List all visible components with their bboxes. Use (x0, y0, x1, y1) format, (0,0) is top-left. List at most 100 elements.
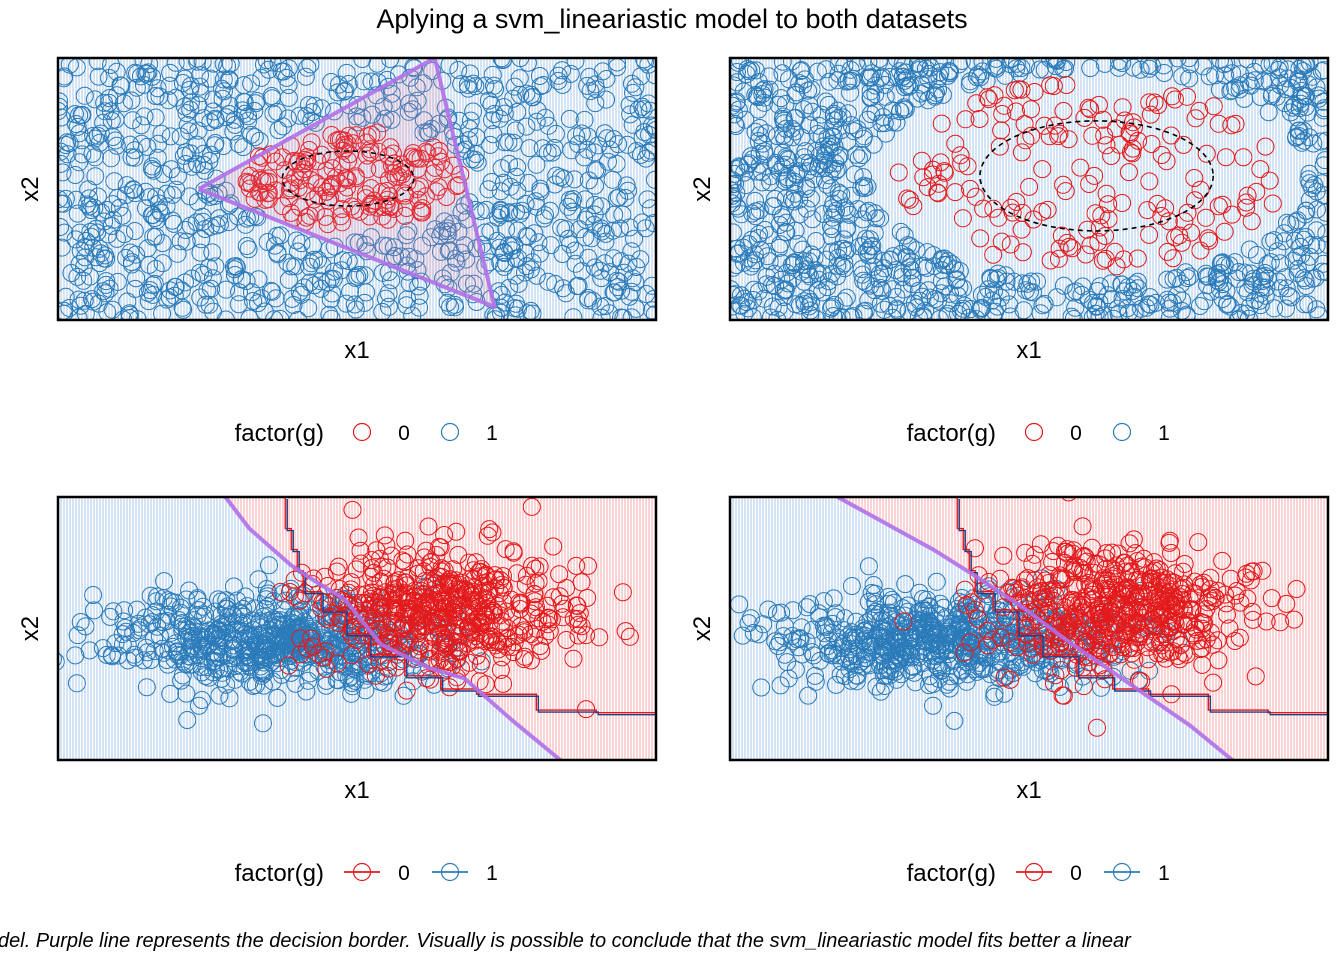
point-class-0 (1174, 643, 1193, 662)
point-class-1 (861, 230, 879, 249)
point-class-0 (379, 147, 398, 166)
point-class-0 (989, 208, 1008, 227)
point-class-1 (127, 600, 146, 619)
point-class-1 (491, 253, 510, 272)
point-class-0 (985, 86, 1004, 105)
point-class-0 (1153, 604, 1172, 623)
point-class-1 (324, 270, 343, 288)
point-class-1 (269, 121, 288, 139)
decision-region (198, 58, 495, 307)
point-class-1 (254, 653, 273, 672)
point-class-1 (804, 646, 823, 665)
point-class-1 (887, 670, 906, 689)
point-class-1 (940, 64, 959, 83)
point-class-1 (950, 262, 969, 280)
point-class-1 (1210, 272, 1229, 291)
point-class-1 (66, 646, 85, 665)
point-class-1 (932, 662, 951, 680)
point-class-1 (560, 109, 579, 128)
point-class-1 (397, 296, 416, 315)
point-class-1 (136, 182, 155, 201)
point-class-1 (102, 149, 121, 168)
point-class-1 (907, 241, 926, 260)
point-class-0 (1123, 144, 1142, 163)
point-class-1 (921, 288, 939, 307)
point-class-0 (374, 569, 393, 588)
point-class-1 (101, 102, 120, 121)
point-class-1 (146, 108, 165, 127)
point-class-1 (1296, 58, 1315, 75)
point-class-1 (1194, 58, 1213, 76)
y-axis-label: x2 (689, 176, 716, 201)
point-class-1 (94, 282, 113, 301)
point-class-1 (225, 110, 244, 129)
point-class-1 (809, 159, 827, 178)
point-class-1 (960, 308, 979, 320)
point-class-0 (1057, 76, 1076, 94)
point-class-1 (743, 204, 762, 223)
point-class-1 (1013, 274, 1032, 293)
point-class-1 (895, 98, 914, 117)
point-class-0 (359, 655, 378, 674)
point-class-0 (342, 646, 361, 665)
point-class-0 (1142, 135, 1161, 153)
point-class-0 (493, 575, 511, 594)
point-class-1 (517, 84, 536, 103)
point-class-0 (1101, 603, 1120, 622)
point-class-1 (433, 222, 452, 241)
point-class-1 (835, 667, 854, 685)
point-class-0 (382, 591, 401, 610)
point-class-1 (311, 272, 330, 291)
point-class-1 (373, 302, 392, 320)
point-class-1 (229, 135, 248, 153)
point-class-1 (394, 686, 413, 705)
point-class-1 (1197, 264, 1215, 283)
point-class-1 (827, 604, 846, 623)
point-class-1 (242, 74, 261, 93)
point-class-0 (1096, 249, 1115, 268)
point-class-0 (383, 614, 402, 633)
point-class-0 (447, 522, 466, 541)
point-class-0 (343, 500, 362, 519)
point-class-1 (206, 257, 225, 276)
point-class-0 (332, 591, 350, 610)
point-class-1 (508, 103, 527, 121)
point-class-1 (1299, 75, 1318, 94)
point-class-1 (67, 115, 85, 133)
point-class-1 (827, 201, 846, 220)
point-class-1 (301, 664, 319, 683)
point-class-0 (1142, 563, 1161, 582)
point-class-1 (75, 86, 94, 105)
point-class-1 (623, 115, 642, 134)
point-class-1 (730, 175, 742, 194)
point-class-1 (89, 294, 108, 313)
point-class-1 (200, 668, 218, 687)
point-class-1 (483, 65, 502, 84)
point-class-1 (60, 58, 79, 74)
point-class-1 (795, 295, 814, 314)
point-class-1 (732, 205, 751, 224)
point-class-1 (895, 226, 914, 245)
point-class-1 (218, 58, 237, 76)
point-class-1 (145, 209, 164, 227)
point-class-0 (463, 612, 481, 631)
point-class-1 (1128, 272, 1147, 291)
point-class-1 (1317, 131, 1328, 150)
point-class-0 (1164, 622, 1182, 641)
point-class-1 (206, 109, 225, 128)
point-class-1 (176, 273, 194, 292)
point-class-1 (801, 189, 820, 208)
point-class-1 (853, 265, 872, 284)
point-class-1 (224, 607, 243, 626)
point-class-1 (257, 590, 275, 609)
point-class-0 (293, 163, 312, 182)
point-class-1 (730, 115, 745, 133)
point-class-0 (1162, 126, 1181, 145)
point-class-1 (176, 221, 195, 239)
figure-caption: del. Purple line represents the decision… (0, 930, 1131, 952)
point-class-0 (266, 152, 285, 171)
point-class-0 (361, 140, 380, 159)
point-class-1 (491, 303, 510, 320)
point-class-1 (127, 269, 146, 288)
point-class-1 (113, 206, 132, 225)
